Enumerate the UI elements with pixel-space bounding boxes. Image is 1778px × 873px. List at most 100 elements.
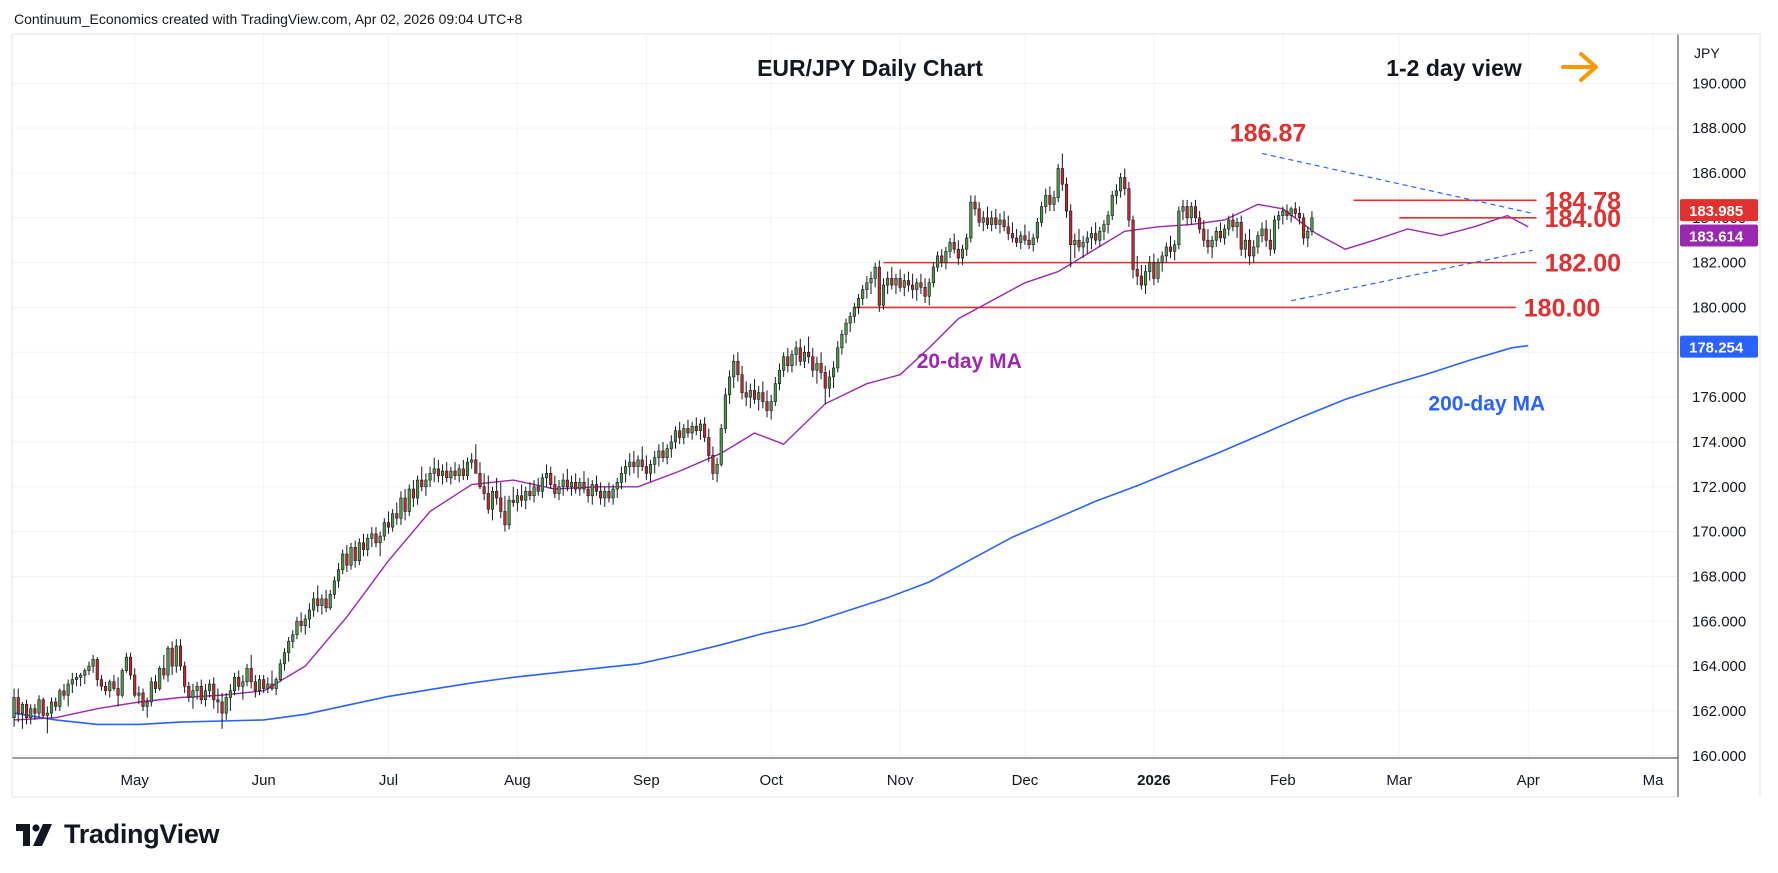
candle (341, 549, 345, 575)
candle (220, 692, 224, 729)
candle-body (553, 484, 557, 494)
candle (644, 455, 648, 481)
candle (886, 271, 890, 295)
candle (856, 294, 861, 315)
candle (1181, 199, 1185, 221)
candle-body (549, 473, 553, 485)
candle-body (977, 208, 981, 223)
ma20-label: 20-day MA (917, 350, 1022, 373)
candle-body (1218, 230, 1222, 239)
candle-body (482, 486, 486, 494)
candle-body (299, 620, 303, 627)
y-tick-label: 182.000 (1692, 255, 1746, 272)
candle (798, 338, 802, 366)
candle-body (732, 360, 736, 378)
candle-body (1156, 262, 1160, 279)
candle-body (1123, 177, 1127, 189)
candle (382, 518, 386, 541)
candle-body (1206, 239, 1210, 248)
candle (549, 466, 553, 490)
candle (1206, 229, 1210, 254)
candle (87, 661, 91, 676)
candle-body (1252, 246, 1256, 257)
candle (357, 538, 361, 566)
candle (445, 462, 449, 483)
candle-body (66, 683, 70, 696)
candle (877, 260, 881, 312)
candle-body (603, 490, 607, 499)
candle (233, 672, 237, 696)
candle-body (811, 356, 815, 371)
candle-body (886, 278, 890, 286)
candle-body (728, 376, 732, 396)
candle (511, 486, 515, 507)
candle (349, 542, 353, 570)
candle-body (769, 401, 773, 411)
tradingview-logo[interactable]: TradingView (16, 819, 220, 850)
candle (940, 249, 944, 268)
candle (1268, 229, 1272, 256)
candle (669, 435, 673, 458)
candle-body (262, 679, 266, 689)
candle-body (1177, 210, 1181, 245)
candle (116, 677, 120, 707)
candle-body (569, 481, 574, 488)
candle (561, 473, 565, 496)
candle (906, 271, 910, 292)
candle-body (678, 430, 682, 438)
candle-body (856, 298, 861, 308)
candle (698, 419, 702, 440)
chart-frame (11, 33, 1761, 798)
candle-body (1243, 239, 1247, 250)
candle (58, 688, 62, 711)
candle-body (241, 681, 245, 687)
candle-body (382, 522, 386, 537)
candle (594, 475, 598, 496)
candle (74, 672, 79, 687)
candle-body (12, 697, 16, 718)
candle-body (524, 490, 528, 501)
candle-body (861, 289, 865, 299)
y-tick-label: 188.000 (1692, 120, 1746, 137)
candle (544, 464, 549, 487)
candle (1064, 177, 1069, 218)
candle-body (345, 553, 349, 566)
candle-body (316, 598, 320, 606)
candle (628, 453, 632, 476)
candle-body (911, 284, 915, 290)
candle-body (228, 690, 232, 698)
candle-body (632, 461, 636, 467)
candle-body (1139, 275, 1143, 286)
candle (166, 645, 170, 682)
candle (12, 688, 16, 727)
x-tick-label: Mar (1386, 772, 1412, 789)
level-label: 184.00 (1545, 205, 1621, 233)
candle-body (183, 665, 187, 687)
candle-body (740, 374, 744, 393)
candle-body (399, 497, 403, 519)
candle-body (83, 670, 87, 676)
candle-body (45, 712, 49, 716)
candle (499, 482, 503, 519)
candle (249, 654, 253, 689)
level-label: 180.00 (1524, 294, 1600, 322)
candle-body (162, 668, 166, 676)
candle (403, 489, 407, 521)
candle-body (54, 701, 58, 707)
x-tick-label: Dec (1012, 772, 1039, 789)
candle (711, 446, 715, 481)
candle (1015, 229, 1019, 247)
candle (815, 356, 819, 384)
candle-body (278, 663, 282, 680)
candle (873, 262, 877, 288)
candle-body (752, 390, 757, 400)
candle (952, 233, 956, 254)
candle-body (20, 703, 24, 714)
candle (112, 675, 116, 691)
candle-body (170, 647, 174, 667)
candle (915, 278, 919, 301)
candle (436, 459, 440, 483)
candle-body (1247, 239, 1252, 257)
candle (162, 654, 166, 680)
